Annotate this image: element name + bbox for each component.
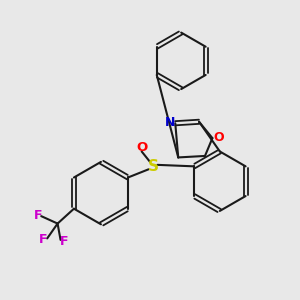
Text: O: O (213, 131, 224, 144)
Text: F: F (33, 209, 42, 222)
Text: N: N (165, 116, 175, 129)
Text: F: F (60, 235, 68, 248)
Text: O: O (136, 140, 147, 154)
Text: S: S (148, 159, 158, 174)
Text: F: F (39, 232, 48, 245)
